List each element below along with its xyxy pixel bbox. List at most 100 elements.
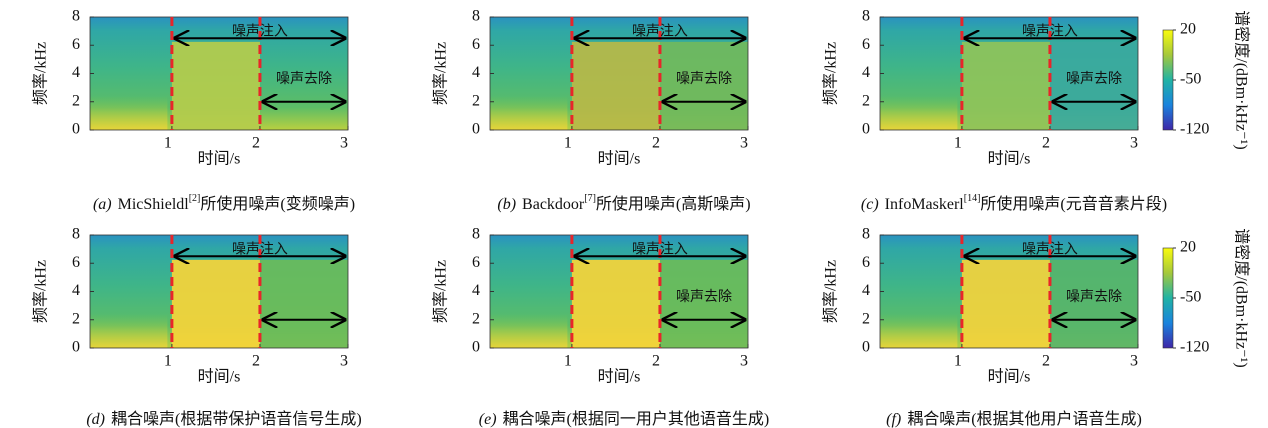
x-tick-label: 1 (564, 353, 572, 370)
x-axis-label: 时间/s (988, 368, 1031, 386)
caption-rest: 所使用噪声(高斯噪声) (596, 195, 751, 213)
caption: (d) 耦合噪声(根据带保护语音信号生成) (86, 410, 361, 428)
y-tick-label: 8 (72, 8, 80, 25)
y-tick-label: 6 (72, 36, 80, 53)
y-tick-label: 6 (862, 254, 870, 271)
caption-label: (a) (93, 196, 112, 213)
y-axis-label: 频率/kHz (822, 260, 840, 323)
y-tick-label: 2 (472, 92, 480, 109)
spectrogram-low-band (490, 96, 568, 130)
x-axis-label: 时间/s (988, 150, 1031, 168)
y-tick-label: 8 (472, 8, 480, 25)
x-tick-label: 1 (954, 353, 962, 370)
y-axis-label: 频率/kHz (432, 260, 450, 323)
y-tick-label: 0 (472, 339, 480, 356)
x-tick-label: 2 (1042, 135, 1050, 152)
x-tick-label: 2 (652, 135, 660, 152)
colorbar-label: 谱密度/(dBm·kHz⁻¹) (1232, 10, 1250, 149)
caption-rest: 所使用噪声(变频噪声) (200, 195, 355, 213)
arrow-label: 噪声注入 (232, 241, 288, 257)
x-axis-label: 时间/s (198, 150, 241, 168)
y-tick-label: 0 (72, 121, 80, 138)
y-tick-label: 8 (862, 8, 870, 25)
x-tick-label: 3 (340, 135, 348, 152)
caption-ref: [14] (964, 193, 981, 204)
x-tick-label: 2 (652, 353, 660, 370)
residual-region (659, 41, 748, 130)
residual-region (659, 259, 748, 348)
spectrogram-low-band (90, 314, 168, 348)
y-tick-label: 4 (862, 282, 870, 299)
y-tick-label: 4 (72, 64, 80, 81)
x-tick-label: 3 (740, 135, 748, 152)
colorbar-tick-label: -120 (1180, 121, 1209, 138)
noise-region (571, 41, 660, 130)
caption-label: (f) (886, 411, 901, 428)
residual-region (1049, 41, 1138, 130)
arrow-label: 噪声去除 (676, 289, 732, 305)
caption-text: 耦合噪声(根据其他用户语音生成) (907, 410, 1142, 428)
arrow-label: 噪声注入 (1022, 23, 1078, 39)
colorbar (1162, 247, 1174, 349)
noise-region (961, 259, 1050, 348)
caption: (e) 耦合噪声(根据同一用户其他语音生成) (479, 410, 769, 428)
y-tick-label: 6 (862, 36, 870, 53)
noise-region (171, 259, 260, 348)
x-axis-label: 时间/s (198, 368, 241, 386)
caption-text: 耦合噪声(根据带保护语音信号生成) (111, 410, 362, 428)
noise-region (571, 259, 660, 348)
x-tick-label: 3 (340, 353, 348, 370)
x-tick-label: 2 (252, 135, 260, 152)
y-tick-label: 6 (472, 254, 480, 271)
spectrogram-low-band (880, 96, 958, 130)
x-tick-label: 3 (1130, 353, 1138, 370)
caption-rest: 所使用噪声(元音音素片段) (980, 195, 1167, 213)
caption: (b) Backdoor[7]所使用噪声(高斯噪声) (497, 193, 750, 212)
noise-region (961, 41, 1050, 130)
arrow-label: 噪声去除 (276, 71, 332, 87)
y-tick-label: 4 (472, 282, 480, 299)
arrow-label: 噪声去除 (1066, 289, 1122, 305)
colorbar (1162, 29, 1174, 131)
arrow-label: 噪声注入 (632, 23, 688, 39)
x-axis-label: 时间/s (598, 368, 641, 386)
colorbar-tick-label: -50 (1180, 289, 1201, 306)
x-tick-label: 3 (740, 353, 748, 370)
y-tick-label: 2 (72, 310, 80, 327)
spectrogram-low-band (880, 314, 958, 348)
x-axis-label: 时间/s (598, 150, 641, 168)
caption-label: (e) (479, 411, 497, 428)
caption: (a) MicShieldl[2]所使用噪声(变频噪声) (93, 193, 355, 212)
arrow-label: 噪声注入 (232, 23, 288, 39)
y-tick-label: 2 (472, 310, 480, 327)
colorbar-tick-label: -50 (1180, 71, 1201, 88)
x-tick-label: 2 (1042, 353, 1050, 370)
y-tick-label: 0 (72, 339, 80, 356)
caption: (c) InfoMaskerl[14]所使用噪声(元音音素片段) (861, 193, 1167, 212)
y-tick-label: 8 (862, 226, 870, 243)
y-tick-label: 2 (862, 310, 870, 327)
noise-region (171, 41, 260, 130)
spectrogram-low-band (90, 96, 168, 130)
caption-label: (c) (861, 196, 879, 213)
caption-text: InfoMaskerl (885, 196, 965, 213)
arrow-label: 噪声去除 (676, 71, 732, 87)
y-tick-label: 2 (862, 92, 870, 109)
arrow-label: 噪声去除 (1066, 71, 1122, 87)
y-axis-label: 频率/kHz (32, 42, 50, 105)
x-tick-label: 1 (164, 353, 172, 370)
colorbar-label: 谱密度/(dBm·kHz⁻¹) (1232, 228, 1250, 367)
caption-ref: [7] (584, 193, 596, 204)
x-tick-label: 1 (164, 135, 172, 152)
y-tick-label: 0 (862, 121, 870, 138)
caption-text: MicShieldl (118, 196, 190, 213)
x-tick-label: 1 (954, 135, 962, 152)
y-axis-label: 频率/kHz (32, 260, 50, 323)
spectrogram-low-band (490, 314, 568, 348)
y-axis-label: 频率/kHz (822, 42, 840, 105)
caption-text: 耦合噪声(根据同一用户其他语音生成) (503, 410, 770, 428)
x-tick-label: 2 (252, 353, 260, 370)
y-tick-label: 4 (862, 64, 870, 81)
caption-label: (d) (86, 411, 105, 428)
